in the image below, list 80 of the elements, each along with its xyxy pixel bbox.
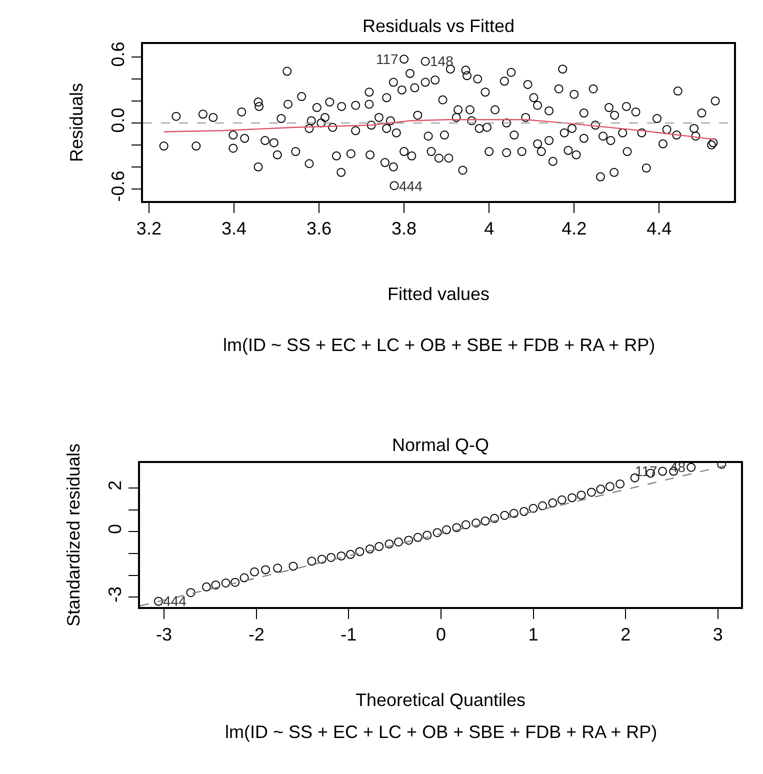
x-tick-label: 3.6	[306, 218, 332, 238]
x-tick-label: -2	[248, 624, 264, 644]
point	[596, 484, 606, 494]
point	[686, 463, 696, 472]
point	[442, 525, 451, 534]
point	[202, 582, 211, 592]
x-axis-title: Theoretical Quantiles	[355, 690, 526, 710]
y-tick-label: -3	[105, 586, 126, 602]
point	[404, 536, 414, 545]
annotation: 444	[399, 178, 423, 194]
y-tick-label: 2	[105, 480, 126, 490]
point	[500, 510, 510, 520]
point	[307, 556, 316, 566]
point	[326, 552, 336, 562]
point	[422, 530, 432, 540]
point	[480, 516, 490, 526]
x-tick-label: -1	[340, 624, 357, 644]
point	[520, 506, 529, 516]
point	[490, 514, 500, 523]
x-axis-title: Fitted values	[387, 284, 490, 304]
x-tick-label: 2	[620, 624, 631, 644]
x-tick-label: -3	[156, 624, 172, 644]
point	[154, 596, 163, 606]
text: lm(ID ~ SS + EC + LC + OB + SBE + FDB + RA + RP)	[223, 335, 656, 355]
point	[374, 542, 384, 552]
point	[658, 466, 668, 476]
x-tick-label: 3	[712, 624, 723, 644]
annotation: 117	[635, 463, 658, 479]
x-tick-label: 3.8	[392, 218, 417, 238]
x-tick-label: 3.4	[221, 218, 247, 238]
point	[230, 578, 240, 587]
point	[336, 551, 346, 560]
point	[586, 488, 596, 497]
point	[365, 544, 374, 554]
point	[605, 482, 614, 492]
x-tick-label: 1	[528, 624, 538, 644]
annotation: 48	[670, 459, 686, 475]
point	[548, 498, 558, 508]
point	[346, 550, 355, 559]
y-tick-label: 0	[105, 524, 126, 534]
point	[461, 520, 470, 530]
point	[432, 528, 442, 538]
point	[273, 564, 282, 573]
annotation: 148	[430, 53, 454, 69]
y-axis-title: Standardized residuals	[64, 443, 84, 627]
point	[452, 523, 462, 532]
point	[186, 588, 196, 598]
point	[557, 495, 566, 504]
point	[211, 580, 220, 590]
y-axis-title: Residuals	[66, 82, 87, 162]
point	[413, 532, 422, 542]
x-tick-label: 0	[436, 624, 446, 644]
point	[528, 504, 538, 513]
point	[616, 479, 625, 488]
x-tick-label: 3.2	[136, 218, 162, 238]
point	[576, 490, 586, 500]
point	[221, 578, 230, 588]
y-tick-label: 0.6	[108, 42, 128, 67]
y-tick-label: -0.6	[108, 170, 128, 202]
point	[538, 501, 548, 510]
point	[240, 573, 249, 582]
point	[250, 567, 259, 576]
x-tick-label: 4	[484, 218, 494, 238]
point	[568, 493, 577, 502]
chart-title: Residuals vs Fitted	[362, 16, 515, 36]
annotation: 444	[163, 593, 187, 609]
annotation: 117	[376, 51, 399, 67]
point	[394, 537, 403, 546]
point	[317, 554, 326, 564]
point	[509, 508, 518, 518]
text: lm(ID ~ SS + EC + LC + OB + SBE + FDB + RA + RP)	[225, 722, 658, 742]
x-tick-label: 4.2	[562, 218, 587, 238]
chart-title: Normal Q-Q	[392, 435, 490, 455]
point	[261, 565, 270, 574]
point	[355, 547, 364, 556]
y-tick-label: 0.0	[108, 108, 128, 133]
point	[472, 518, 481, 528]
point	[384, 539, 394, 548]
x-tick-label: 4.4	[646, 218, 672, 238]
point	[288, 562, 298, 571]
